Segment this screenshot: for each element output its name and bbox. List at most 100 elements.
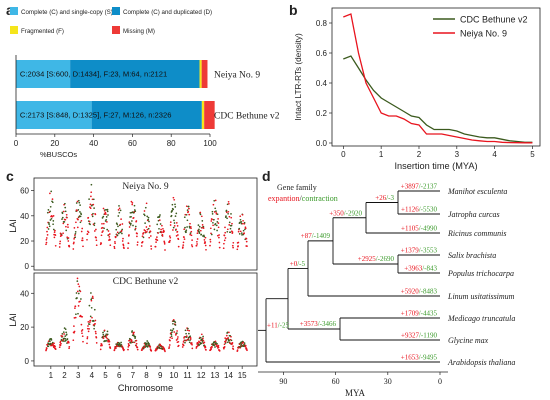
scatter-point-c-0-10-29 xyxy=(189,233,192,236)
scatter-point-c-1-2-20 xyxy=(77,305,80,307)
scatter-point-c-0-13-0 xyxy=(222,247,225,250)
scatter-point-c-1-12-37 xyxy=(218,350,221,352)
scatter-point-c-1-1-17 xyxy=(63,333,65,335)
scatter-point-c-1-8-17 xyxy=(158,347,161,350)
scatter-point-c-0-10-21 xyxy=(187,210,190,213)
scatter-point-c-0-9-19 xyxy=(173,219,175,222)
scatter-point-c-1-13-12 xyxy=(225,334,228,337)
node-gene-label-2: +87/-1409 xyxy=(301,232,331,240)
scatter-point-c-0-4-27 xyxy=(106,210,109,213)
scatter-point-c-1-3-6 xyxy=(87,330,90,333)
scatter-point-c-0-3-35 xyxy=(95,236,97,239)
bar-a-1-2 xyxy=(201,101,205,129)
scatter-point-c-0-2-4 xyxy=(73,227,76,229)
scatter-point-c-1-13-8 xyxy=(224,341,227,343)
scatter-point-c-1-10-9 xyxy=(184,341,186,344)
scatter-point-c-0-8-37 xyxy=(164,249,166,251)
scatter-point-c-1-6-2 xyxy=(127,342,130,345)
scatter-point-c-0-12-26 xyxy=(215,224,218,227)
scatter-point-c-0-3-26 xyxy=(92,198,95,201)
scatter-point-c-0-5-31 xyxy=(121,223,124,225)
scatter-point-c-1-7-25 xyxy=(147,341,150,344)
scatter-point-c-0-10-32 xyxy=(190,227,192,230)
scatter-point-c-0-2-10 xyxy=(75,221,77,224)
scatter-point-c-0-11-24 xyxy=(201,224,204,226)
plot-frame-c-1 xyxy=(33,272,258,367)
scatter-point-c-0-7-25 xyxy=(147,218,150,221)
scatter-point-c-1-4-12 xyxy=(102,335,105,338)
scatter-point-c-1-13-15 xyxy=(226,331,229,334)
scatter-point-c-0-3-29 xyxy=(93,222,96,225)
scatter-point-c-1-3-18 xyxy=(90,306,93,309)
y-axis-label-c-top: LAI xyxy=(8,219,18,233)
scatter-point-c-1-6-27 xyxy=(134,337,136,339)
scatter-point-c-0-0-14 xyxy=(48,225,51,228)
scatter-point-c-0-7-8 xyxy=(142,231,145,234)
scatter-point-c-0-2-23 xyxy=(78,201,81,204)
scatter-point-c-0-0-3 xyxy=(45,237,48,239)
scatter-point-c-1-1-30 xyxy=(66,338,69,340)
scatter-point-c-0-12-3 xyxy=(209,227,212,230)
y-tick-label-b-4: 0.8 xyxy=(316,19,328,28)
scatter-point-c-1-2-0 xyxy=(72,339,75,342)
scatter-point-c-0-7-37 xyxy=(150,248,153,250)
scatter-point-c-0-0-6 xyxy=(46,234,49,236)
scatter-point-c-0-14-9 xyxy=(238,233,241,235)
scatter-point-c-0-12-27 xyxy=(216,229,218,232)
scatter-point-c-0-13-6 xyxy=(224,231,227,234)
scatter-point-c-0-10-3 xyxy=(182,241,185,244)
scatter-point-c-0-3-23 xyxy=(92,212,94,215)
scatter-point-c-0-6-32 xyxy=(135,220,138,222)
scatter-point-c-1-13-6 xyxy=(224,337,227,339)
x-tick-label-b-1: 1 xyxy=(379,150,384,159)
scatter-point-c-1-5-37 xyxy=(123,348,125,351)
scatter-point-c-0-13-37 xyxy=(232,241,235,244)
x-tick-label-c-9: 10 xyxy=(169,371,178,380)
scatter-point-c-0-14-12 xyxy=(239,218,242,221)
scatter-point-c-1-5-1 xyxy=(113,349,116,351)
scatter-point-c-0-12-31 xyxy=(217,218,219,220)
scatter-point-c-0-6-30 xyxy=(134,225,137,228)
y-tick-label-c-1-1: 20 xyxy=(20,323,29,332)
scatter-point-c-0-4-33 xyxy=(108,236,111,238)
scatter-point-c-0-5-24 xyxy=(119,209,122,212)
scatter-point-c-0-9-21 xyxy=(173,222,176,224)
bar-text-a-1: C:2173 [S:848, D:1325], F:27, M:126, n:2… xyxy=(20,111,172,120)
scatter-point-c-1-6-11 xyxy=(130,342,132,344)
scatter-point-c-0-12-0 xyxy=(209,244,211,247)
scatter-point-c-1-2-26 xyxy=(79,300,81,303)
scatter-point-c-1-0-26 xyxy=(51,341,54,344)
scatter-point-c-0-8-25 xyxy=(161,224,163,227)
scatter-point-c-0-14-32 xyxy=(244,227,247,230)
scatter-point-c-0-6-11 xyxy=(130,222,132,225)
scatter-point-c-0-5-0 xyxy=(113,245,116,248)
scatter-point-c-1-4-22 xyxy=(105,336,108,339)
scatter-point-c-0-1-29 xyxy=(66,236,69,239)
scatter-point-c-1-3-9 xyxy=(88,304,91,307)
scatter-point-c-0-0-33 xyxy=(53,231,56,234)
scatter-point-c-1-12-23 xyxy=(215,341,217,344)
scatter-point-c-1-3-11 xyxy=(89,321,91,324)
x-tick-label-a-0: 0 xyxy=(14,139,19,148)
scatter-point-c-0-0-28 xyxy=(52,220,55,222)
tip-gene-label-8: +1653/-9495 xyxy=(401,354,438,362)
scatter-point-c-0-9-24 xyxy=(174,206,177,208)
scatter-point-c-0-10-5 xyxy=(183,236,185,238)
y-axis-label-b: Intact LTR-RTs (density) xyxy=(294,33,303,121)
scatter-point-c-0-8-27 xyxy=(161,233,164,236)
scatter-point-c-0-9-17 xyxy=(172,196,175,199)
scatter-point-c-0-4-21 xyxy=(105,218,108,221)
scatter-point-c-0-11-3 xyxy=(196,243,198,245)
scatter-point-c-1-3-14 xyxy=(89,315,92,318)
scatter-point-c-1-9-4 xyxy=(169,339,171,342)
scatter-point-c-0-8-3 xyxy=(155,241,157,243)
scatter-point-c-1-1-21 xyxy=(64,335,67,337)
x-tick-label-d-1: 60 xyxy=(332,377,340,386)
scatter-point-c-1-3-19 xyxy=(91,316,93,319)
scatter-point-c-1-9-25 xyxy=(174,324,177,326)
node-gene-label-5: +11/-25 xyxy=(267,321,289,329)
scatter-point-c-0-10-31 xyxy=(189,226,192,228)
scatter-point-c-0-1-11 xyxy=(61,212,64,215)
scatter-point-c-1-13-16 xyxy=(226,341,229,344)
scatter-point-c-0-11-35 xyxy=(204,236,207,239)
